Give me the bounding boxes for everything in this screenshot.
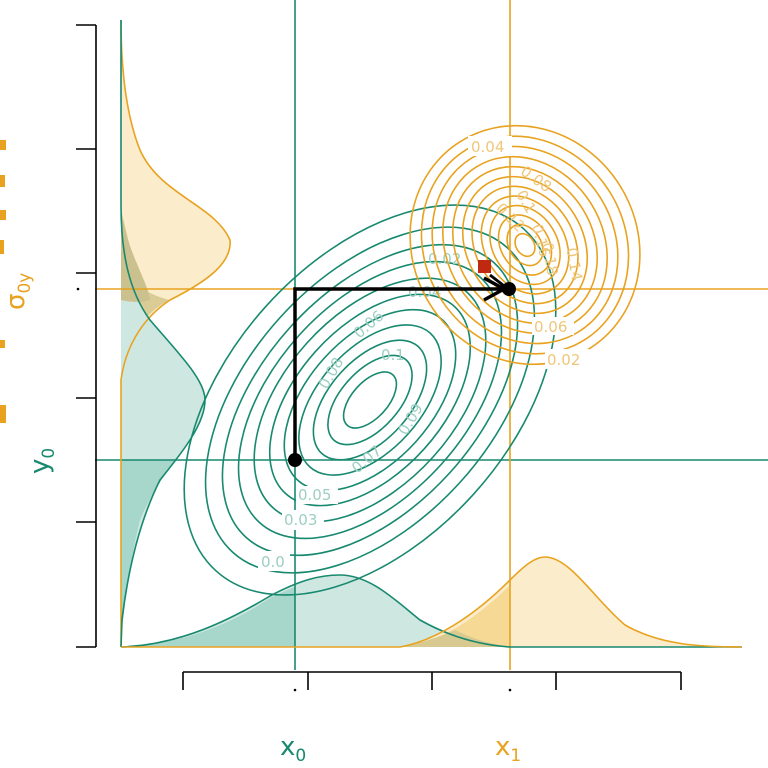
sigma0y-label: σ0y [1, 273, 35, 310]
x1-tick-dot [508, 688, 512, 692]
orange-contour-group [409, 124, 641, 366]
clipped-orange-glyphs [0, 140, 6, 423]
green-contour-labels: 0.0 0.03 0.05 0.07 0.08 0.06 0.04 0.02 0… [258, 250, 461, 571]
orange-contour-label: 0.02 [547, 351, 580, 369]
start-point [288, 453, 302, 467]
green-marginal-y-fill-lower [121, 460, 175, 647]
transition-path [293, 287, 502, 460]
orange-contour-label: 0.04 [471, 138, 504, 156]
orange-marginal-y-fill [121, 20, 231, 647]
orange-contour-label: 0.14 [562, 246, 586, 282]
green-contour-label: 0.08 [315, 354, 347, 392]
x-axis [182, 671, 682, 690]
green-marginal-x-curve [120, 574, 742, 648]
y-axis [76, 24, 97, 648]
orange-marginal-x-curve [121, 556, 743, 648]
y0-label: y0 [25, 448, 59, 474]
green-contour-label: 0.05 [298, 486, 331, 504]
orange-marginal-x-fill-darker [430, 585, 510, 647]
green-contour-label: 0.1 [381, 346, 405, 364]
green-marginal-y-fill [121, 205, 205, 647]
green-contour-label: 0.03 [284, 511, 317, 529]
green-contour-label: 0.09 [394, 400, 426, 438]
x0-label: x0 [280, 732, 306, 766]
orange-marginal-y-curve [120, 19, 231, 647]
green-marginal-x-fill-darker [121, 587, 295, 647]
y-tick-dot [76, 287, 80, 291]
green-contour-group [183, 204, 557, 596]
x1-label: x1 [495, 732, 521, 766]
proposal-marker [478, 260, 491, 273]
olive-band-left [121, 210, 150, 302]
orange-contour-label: 0.18 [538, 241, 562, 277]
x0-tick-dot [293, 688, 297, 692]
orange-contour-label: 0.06 [534, 318, 567, 336]
end-point [502, 282, 516, 296]
green-contour-label: 0.0 [261, 553, 285, 571]
